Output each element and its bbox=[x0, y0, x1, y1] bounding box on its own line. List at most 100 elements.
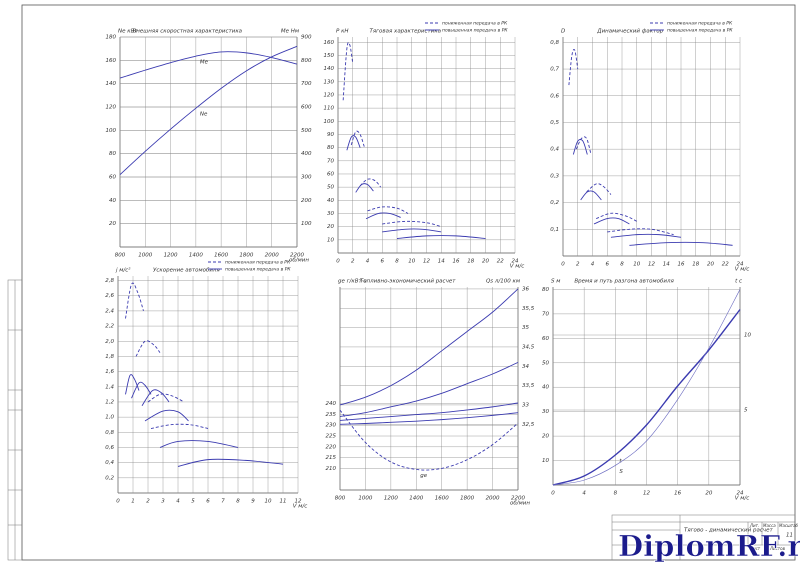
y2-tick-label: 500 bbox=[301, 128, 312, 134]
x-tick-label: 12 bbox=[648, 262, 655, 268]
y2-tick-label: 400 bbox=[301, 151, 312, 157]
chart: 0 4 8 12 16 20 24 10 20 30 40 50 60 70 80 5 10 Время и пу… bbox=[542, 279, 751, 502]
curve bbox=[339, 409, 519, 471]
x-axis-label: V м/с bbox=[293, 504, 308, 510]
y-tick-label: 0,8 bbox=[550, 40, 559, 46]
y2-tick-label: 600 bbox=[301, 105, 312, 111]
y-tick-label: 0,3 bbox=[550, 173, 559, 179]
y2-tick-label: 900 bbox=[301, 35, 312, 41]
watermark: DiplomRF.ru bbox=[618, 529, 800, 563]
stamp-sheet: Лист bbox=[749, 546, 761, 551]
x-tick-label: 10 bbox=[633, 262, 640, 268]
x-tick-label: 1600 bbox=[214, 253, 228, 259]
curve bbox=[552, 309, 741, 486]
y-tick-label: 90 bbox=[327, 132, 334, 138]
y-tick-label: 40 bbox=[542, 385, 549, 391]
x-tick-label: 1800 bbox=[460, 496, 474, 502]
y-tick-label: 60 bbox=[542, 336, 549, 342]
x-tick-label: 12 bbox=[643, 491, 650, 497]
x-tick-label: 4 bbox=[366, 259, 370, 265]
curve bbox=[580, 190, 602, 201]
y-tick-label: 70 bbox=[327, 158, 334, 164]
y-tick-label: 150 bbox=[324, 53, 335, 59]
x-tick-label: 16 bbox=[674, 491, 681, 497]
y2-tick-label: 35 bbox=[522, 325, 529, 331]
legend-label: повышенная передача в РК bbox=[225, 267, 291, 273]
curve bbox=[147, 393, 185, 403]
x-tick-label: 1000 bbox=[138, 253, 152, 259]
x-tick-label: 5 bbox=[191, 499, 195, 505]
y-tick-label: 0,1 bbox=[550, 227, 559, 233]
x-tick-label: 7 bbox=[221, 499, 225, 505]
chart-title: Динамический фактор bbox=[596, 29, 663, 35]
y2-tick-label: 34,5 bbox=[522, 344, 535, 350]
x-tick-label: 1 bbox=[131, 499, 135, 505]
y-tick-label: 1,8 bbox=[105, 354, 114, 360]
stamp-sheets: Листов bbox=[769, 546, 786, 551]
x-tick-label: 8 bbox=[614, 491, 618, 497]
y-tick-label: 0,2 bbox=[550, 200, 559, 206]
x-tick-label: 8 bbox=[395, 259, 399, 265]
y-tick-label: 30 bbox=[542, 409, 549, 415]
legend-label: повышенная передача в РК bbox=[442, 28, 508, 34]
y2-tick-label: 700 bbox=[301, 81, 312, 87]
x-tick-label: 0 bbox=[561, 262, 565, 268]
x-tick-label: 0 bbox=[336, 259, 340, 265]
x-tick-label: 1600 bbox=[435, 496, 449, 502]
curve-label: S bbox=[619, 469, 623, 475]
x-tick-label: 0 bbox=[116, 499, 120, 505]
curve bbox=[339, 288, 519, 406]
x-tick-label: 1800 bbox=[239, 253, 253, 259]
x-tick-label: 14 bbox=[438, 259, 445, 265]
x-tick-label: 22 bbox=[497, 259, 504, 265]
y-tick-label: 80 bbox=[109, 151, 116, 157]
y-tick-label: 210 bbox=[326, 466, 337, 472]
x-tick-label: 1000 bbox=[358, 496, 372, 502]
y-tick-label: 1,6 bbox=[105, 369, 114, 375]
curve bbox=[365, 212, 401, 220]
stamp-scale: Масштаб bbox=[779, 523, 799, 528]
x-tick-label: 2200 bbox=[290, 253, 304, 259]
y-tick-label: 0,4 bbox=[105, 460, 114, 466]
chart: 0 1 2 3 4 5 6 7 8 9 10 11 120,20,40,60,81,01,21,41,6… bbox=[105, 260, 307, 510]
x-tick-label: 10 bbox=[408, 259, 415, 265]
y-tick-label: 100 bbox=[324, 119, 335, 125]
y-tick-label: 0,4 bbox=[550, 147, 559, 153]
curve bbox=[355, 183, 374, 193]
y-tick-label: 60 bbox=[327, 171, 334, 177]
y2-tick-label: 300 bbox=[301, 175, 312, 181]
y2-axis-label: Qs л/100 км bbox=[486, 279, 520, 285]
x-tick-label: 3 bbox=[161, 499, 165, 505]
y2-tick-label: 100 bbox=[301, 221, 312, 227]
curve bbox=[346, 135, 361, 151]
x-tick-label: 24 bbox=[512, 259, 519, 265]
chart: 0 2 4 6 8 10 12 14 16 18 20 22 241020304050607080901… bbox=[324, 21, 525, 270]
x-tick-label: 2000 bbox=[265, 253, 279, 259]
y-tick-label: 130 bbox=[324, 79, 335, 85]
y-axis-label: P кН bbox=[336, 29, 349, 35]
x-tick-label: 8 bbox=[236, 499, 240, 505]
x-tick-label: 2200 bbox=[511, 496, 525, 502]
y-axis-label: j м/с² bbox=[115, 267, 131, 274]
curve bbox=[342, 42, 354, 101]
y-tick-label: 80 bbox=[327, 145, 334, 151]
curve-label: t bbox=[619, 459, 622, 465]
y-tick-label: 20 bbox=[327, 224, 334, 230]
y-axis-label: Ne кВт bbox=[118, 29, 138, 35]
legend-label: пониженная передача в РК bbox=[225, 260, 291, 266]
y-tick-label: 140 bbox=[324, 66, 335, 72]
x-axis-label: V м/с bbox=[735, 267, 750, 273]
y-tick-label: 20 bbox=[109, 221, 116, 227]
y2-tick-label: 34 bbox=[522, 364, 529, 370]
x-tick-label: 22 bbox=[722, 262, 729, 268]
y-tick-label: 40 bbox=[109, 198, 116, 204]
side-margin bbox=[7, 279, 23, 561]
x-tick-label: 18 bbox=[467, 259, 474, 265]
y-tick-label: 0,8 bbox=[105, 430, 114, 436]
curve bbox=[135, 340, 161, 357]
y-tick-label: 10 bbox=[542, 458, 549, 464]
curve bbox=[339, 361, 519, 417]
curve bbox=[596, 212, 637, 222]
y-tick-label: 2,0 bbox=[105, 339, 114, 345]
